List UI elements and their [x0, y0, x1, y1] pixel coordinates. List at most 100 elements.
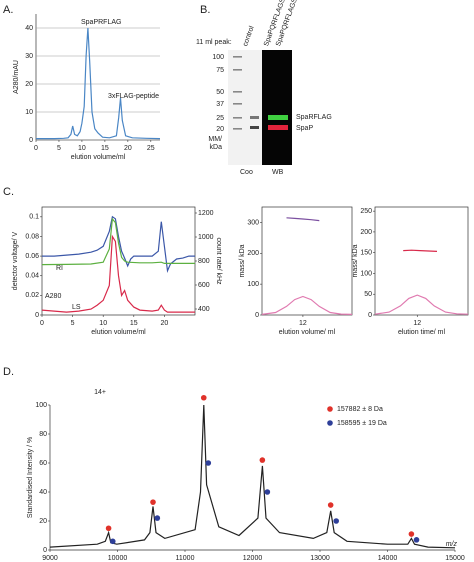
band-gray: [250, 116, 259, 119]
x-tick-label: 15: [130, 320, 138, 327]
ladder-label: 100: [212, 54, 224, 61]
ladder-label: 50: [216, 89, 224, 96]
plot-frame: [41, 206, 196, 316]
y-tick-label: 300: [247, 219, 259, 226]
stain-label: Coo: [240, 169, 253, 176]
panel-label: B.: [200, 4, 210, 16]
y-tick-label: 40: [39, 489, 47, 496]
x-tick-label: 10000: [108, 555, 128, 562]
annotation: 3xFLAG-peptide: [108, 93, 159, 100]
series-line: [286, 217, 320, 222]
marker: [200, 394, 207, 401]
x-tick-label: 13000: [310, 555, 330, 562]
series-line: [49, 404, 456, 549]
marker: [413, 537, 420, 543]
y-tick-label: 10: [25, 109, 33, 116]
series-line: [261, 295, 353, 315]
mm-label: kDa: [210, 144, 223, 151]
ladder-band: [233, 103, 242, 105]
y-tick-label: 0.02: [25, 292, 39, 299]
panel-label: C.: [3, 186, 14, 198]
plot-frame: [374, 206, 469, 316]
y2-tick-label: 1200: [198, 210, 214, 217]
x-tick-label: 5: [71, 320, 75, 327]
peak-label: 11 ml peak:: [196, 39, 232, 46]
legend-label: 157882 ± 8 Da: [337, 406, 383, 413]
y-tick-label: 200: [247, 250, 259, 257]
stain-label: WB: [272, 169, 284, 176]
x-axis-label: elution volume/ ml: [279, 329, 336, 336]
x-tick-label: 20: [161, 320, 169, 327]
marker: [109, 538, 116, 545]
y-tick-label: 100: [247, 281, 259, 288]
marker: [150, 499, 156, 505]
x-tick-label: 9000: [42, 555, 58, 562]
x-tick-label: 12: [299, 320, 307, 327]
x-axis-label: elution time/ ml: [398, 329, 446, 336]
marker: [154, 515, 161, 521]
marker: [333, 518, 340, 524]
ladder-label: 25: [216, 115, 224, 122]
y2-tick-label: 800: [198, 258, 210, 265]
marker: [408, 531, 415, 537]
series-label: RI: [56, 265, 63, 272]
y-axis-label: mass/ kDa: [352, 244, 359, 277]
y-tick-label: 40: [25, 25, 33, 32]
y2-tick-label: 400: [198, 306, 210, 313]
band-label: SpaP: [296, 125, 313, 132]
y-tick-label: 0: [29, 137, 33, 144]
series-line: [41, 234, 195, 313]
y-tick-label: 0.1: [29, 214, 39, 221]
ladder-band: [233, 91, 242, 93]
y-axis-label: A280/mAU: [13, 60, 20, 94]
y-axis-label: mass/ kDa: [239, 244, 246, 277]
y2-tick-label: 600: [198, 282, 210, 289]
legend-marker: [327, 420, 333, 426]
y-tick-label: 0: [368, 312, 372, 319]
x-tick-label: 20: [124, 145, 132, 152]
plot-frame: [261, 206, 353, 316]
x-tick-label: 5: [57, 145, 61, 152]
y-tick-label: 60: [39, 460, 47, 467]
y-tick-label: 0.08: [25, 233, 39, 240]
y-tick-label: 0.04: [25, 273, 39, 280]
series-label: LS: [72, 304, 81, 311]
x-tick-label: 15000: [445, 555, 465, 562]
band-label: SpaRFLAG: [296, 114, 332, 121]
y2-tick-label: 1000: [198, 234, 214, 241]
annotation: SpaPRFLAG: [81, 19, 121, 26]
coomassie-gel: [228, 50, 262, 165]
ladder-band: [233, 128, 242, 130]
panel-label: A.: [3, 4, 13, 16]
y-tick-label: 30: [25, 53, 33, 60]
y-axis-label: Standardised Intensity / %: [27, 437, 34, 518]
x-tick-label: 11000: [176, 555, 195, 562]
x-tick-label: 14000: [378, 555, 398, 562]
x-tick-label: 25: [147, 145, 155, 152]
ladder-label: 37: [216, 101, 224, 108]
y-tick-label: 20: [25, 81, 33, 88]
y-tick-label: 200: [360, 229, 372, 236]
x-tick-label: 15: [101, 145, 109, 152]
x-tick-label: 10: [78, 145, 86, 152]
x-axis-label: elution volume/ml: [71, 154, 126, 161]
marker: [105, 525, 112, 532]
mm-label: MM/: [208, 136, 222, 143]
y-axis-label: detector voltage/ V: [12, 231, 19, 290]
ladder-label: 20: [216, 126, 224, 133]
band-green: [268, 115, 288, 120]
y2-axis-label: count rate/ kHz: [215, 237, 222, 285]
x-axis-label: m/z: [446, 541, 458, 548]
marker: [264, 489, 271, 495]
x-tick-label: 12000: [243, 555, 263, 562]
y-tick-label: 100: [360, 270, 372, 277]
series-line: [374, 294, 469, 315]
panel-label: D.: [3, 366, 14, 378]
y-tick-label: 20: [39, 518, 47, 525]
y-tick-label: 0: [255, 312, 259, 319]
legend-marker: [327, 406, 333, 412]
y-tick-label: 150: [360, 250, 372, 257]
marker: [259, 457, 266, 463]
